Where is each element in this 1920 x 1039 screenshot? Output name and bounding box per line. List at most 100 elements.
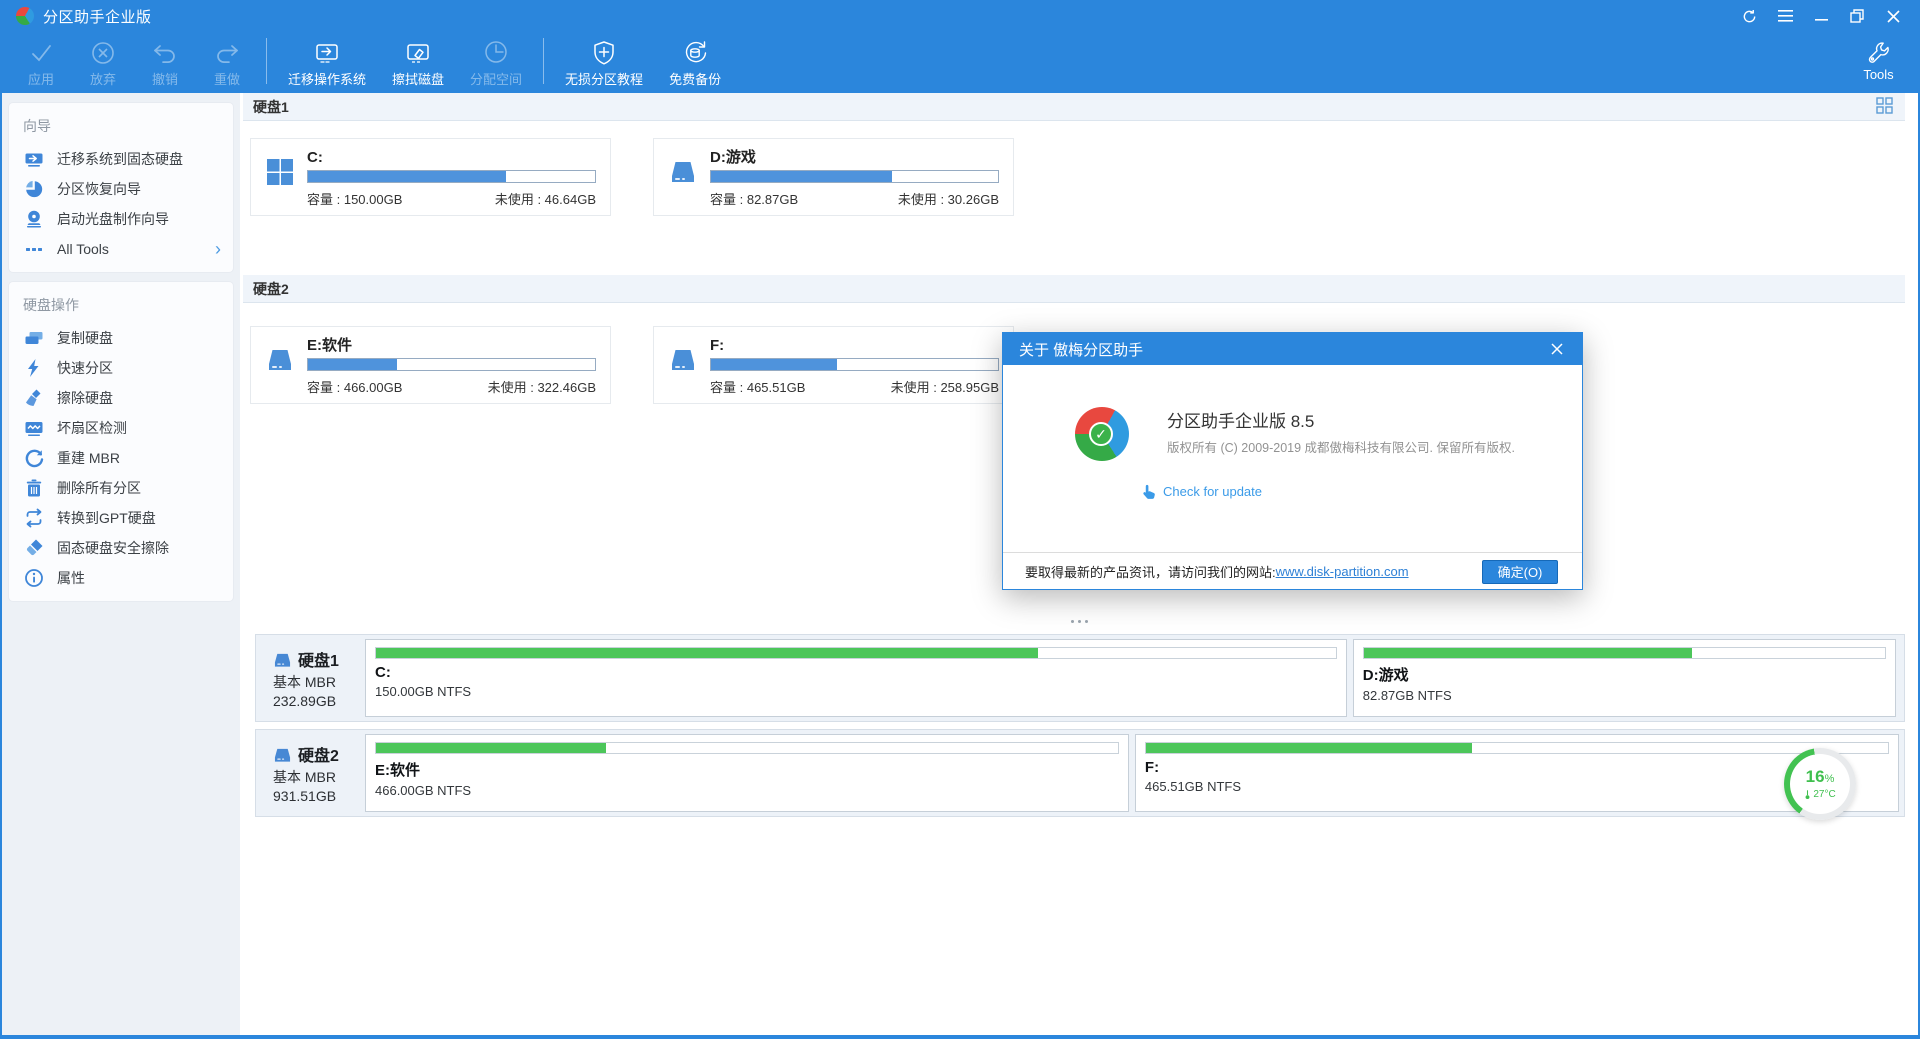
minimize-button[interactable] [1806,4,1836,28]
free-label: 未使用 : 322.46GB [487,380,596,395]
sidebar-item-copy-disk[interactable]: 复制硬盘 [9,323,233,353]
capacity-label: 容量 : 82.87GB [710,192,799,207]
partition-card-e[interactable]: E:软件 容量 : 466.00GB 未使用 : 322.46GB [250,326,611,404]
wipe-disk-button[interactable]: 擦拭磁盘 [379,33,457,88]
copyright-text: 版权所有 (C) 2009-2019 成都傲梅科技有限公司. 保留所有版权. [1167,441,1515,455]
disk-icon [274,748,291,762]
sidebar-item-partition-recovery[interactable]: 分区恢复向导 [9,174,233,204]
toolbar-separator [266,38,267,84]
check-update-link[interactable]: Check for update [1141,483,1262,499]
discard-icon [92,42,114,64]
redo-button[interactable]: 重做 [196,33,258,88]
refresh-icon [1743,9,1755,22]
tutorial-button[interactable]: 无损分区教程 [552,33,656,88]
usage-track [1144,742,1889,754]
wrench-icon [1868,42,1889,63]
disk1-partitions: C: 容量 : 150.00GB 未使用 : 46.64GB D:游戏 [250,138,1905,216]
dialog-close-button[interactable] [1544,337,1570,361]
partition-name: E:软件 [307,337,353,354]
sidebar-item-properties[interactable]: 属性 [9,563,233,593]
broom-icon [26,389,41,406]
percent-sign: % [1824,773,1835,785]
capacity-label: 容量 : 150.00GB [307,192,403,207]
disk1-label[interactable]: 硬盘1 基本 MBR 232.89GB [261,639,365,717]
disk-operations-heading: 硬盘操作 [23,297,79,313]
partition-card-d[interactable]: D:游戏 容量 : 82.87GB 未使用 : 30.26GB [653,138,1014,216]
sidebar-item-ssd-secure-erase[interactable]: 固态硬盘安全擦除 [9,533,233,563]
close-button[interactable] [1878,4,1908,28]
redo-icon [217,45,238,63]
disk-map-block-d[interactable]: D:游戏 82.87GB NTFS [1352,639,1896,717]
website-link[interactable]: www.disk-partition.com [1275,564,1409,579]
sidebar-item-bad-sector-check[interactable]: 坏扇区检测 [9,413,233,443]
usage-bar-fill [711,171,892,182]
disk2-partitions: E:软件 容量 : 466.00GB 未使用 : 322.46GB F: [250,326,1905,404]
usage-fill [376,648,1039,658]
close-icon [1551,343,1563,355]
disk-health-widget[interactable]: 16% 27°C [1784,748,1856,820]
usage-bar-fill [308,171,507,182]
hand-pointer-icon [1143,484,1155,499]
sidebar-item-delete-all-partitions[interactable]: 删除所有分区 [9,473,233,503]
usage-bar [710,170,999,183]
refresh-button[interactable] [1734,4,1764,28]
rebuild-mbr-icon [25,449,44,468]
disk-map-block-e[interactable]: E:软件 466.00GB NTFS [365,734,1129,812]
lightning-icon [28,359,39,377]
disk2-row: 硬盘2 基本 MBR 931.51GB E:软件 466.00GB NTFS [255,729,1905,817]
tools-button[interactable]: Tools [1844,33,1906,82]
about-dialog: 关于 傲梅分区助手 ✓ 分区助手企业版 8.5 版权所有 (C) 2009-20… [1002,332,1583,590]
migrate-os-icon [316,44,338,63]
sidebar-item-wipe-disk[interactable]: 擦除硬盘 [9,383,233,413]
free-label: 未使用 : 258.95GB [890,380,999,395]
about-dialog-titlebar: 关于 傲梅分区助手 [1003,333,1582,365]
main-area: 硬盘1 C: 容量 : 150.00GB 未使用 : 46.64GB [240,93,1918,1035]
free-label: 未使用 : 46.64GB [494,192,596,207]
sidebar-item-rebuild-mbr[interactable]: 重建 MBR [9,443,233,473]
view-mode-button[interactable] [1876,96,1893,117]
toolbar-separator [543,38,545,84]
partition-card-f[interactable]: F: 容量 : 465.51GB 未使用 : 258.95GB [653,326,1014,404]
free-backup-button[interactable]: 免费备份 [656,33,734,88]
sidebar-item-quick-partition[interactable]: 快速分区 [9,353,233,383]
bootable-media-icon [27,210,41,228]
footer-text: 要取得最新的产品资讯，请访问我们的网站: [1025,565,1276,580]
sidebar-item-bootable-media[interactable]: 启动光盘制作向导 [9,204,233,234]
shield-plus-icon [594,41,614,65]
usage-bar [710,358,999,371]
sidebar-item-migrate-to-ssd[interactable]: 迁移系统到固态硬盘 [9,144,233,174]
disk-map-block-f[interactable]: F: 465.51GB NTFS [1134,734,1899,812]
trash-icon [26,479,42,497]
maximize-button[interactable] [1842,4,1872,28]
temperature-value: 27°C [1813,789,1836,800]
disk2-label[interactable]: 硬盘2 基本 MBR 931.51GB [261,734,365,812]
usage-track [375,742,1119,754]
partition-name: C: [307,149,323,166]
discard-button[interactable]: 放弃 [72,33,134,88]
titlebar: 分区助手企业版 [2,0,1918,32]
capacity-label: 容量 : 466.00GB [307,380,403,395]
apply-button[interactable]: 应用 [10,33,72,88]
more-dots-icon [26,248,42,251]
disk-operations-section: 硬盘操作 复制硬盘 快速分区 擦除硬盘 坏扇区检测 [9,282,233,601]
ok-button[interactable]: 确定(O) [1482,559,1558,584]
disk-map-block-c[interactable]: C: 150.00GB NTFS [365,639,1347,717]
menu-button[interactable] [1770,4,1800,28]
undo-button[interactable]: 撤销 [134,33,196,88]
panel-splitter-handle[interactable] [240,617,1918,625]
partition-name: D:游戏 [710,149,756,166]
migrate-os-button[interactable]: 迁移操作系统 [275,33,379,88]
usage-fill [1145,743,1473,753]
sidebar-item-convert-to-gpt[interactable]: 转换到GPT硬盘 [9,503,233,533]
partition-recovery-icon [26,180,43,198]
info-icon [25,569,43,587]
capacity-label: 容量 : 465.51GB [710,380,806,395]
disk-icon [269,350,291,370]
allocate-space-button[interactable]: 分配空间 [457,33,535,88]
partition-card-c[interactable]: C: 容量 : 150.00GB 未使用 : 46.64GB [250,138,611,216]
sidebar-item-all-tools[interactable]: All Tools › [9,234,233,264]
disk-icon [274,653,291,667]
disk-icon [672,350,694,370]
wizards-section: 向导 迁移系统到固态硬盘 分区恢复向导 启动光盘制作向导 All Tools › [9,103,233,272]
